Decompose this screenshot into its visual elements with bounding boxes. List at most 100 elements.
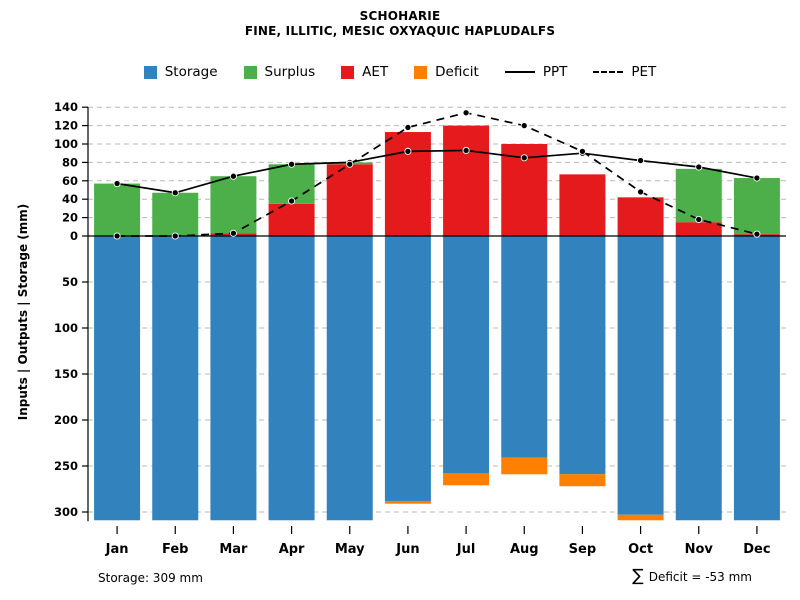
pet-point [171,232,179,240]
pet-point [404,123,412,131]
ppt-line [116,149,758,194]
ppt-point [171,189,179,197]
legend-label: Storage [164,64,218,80]
aet-bar [675,222,722,236]
aet-bar [384,132,431,236]
legend-label: PET [631,64,657,80]
aet-swatch [341,65,355,79]
aet-bar [326,164,373,236]
month-label: Jul [456,542,476,557]
deficit-swatch [414,65,428,79]
legend-item-ppt: PPT [504,64,568,80]
month-label: Feb [162,542,188,557]
y-tick-label: 100 [54,321,78,335]
month-label: Mar [219,542,248,557]
aet-bar [559,174,606,236]
surplus-bar [733,178,780,235]
legend: Storage Surplus AET Deficit PPT PET [0,64,800,80]
legend-label: AET [362,64,389,80]
storage-bar [268,236,315,521]
legend-label: Surplus [264,64,316,80]
month-label: Jan [105,542,129,557]
y-tick-label: 50 [62,275,78,289]
month-label: Aug [510,542,539,557]
pet-point [637,188,645,196]
deficit-bar [617,514,664,521]
y-tick-label: 60 [62,174,78,188]
storage-bar [326,236,373,521]
pet-point [520,122,528,130]
month-label: Apr [279,542,305,557]
deficit-note: ∑ Deficit = -53 mm [632,568,752,585]
y-tick-label: 120 [54,119,78,133]
ppt-point [288,160,296,168]
month-label: Nov [685,542,714,557]
pet-point [346,160,354,168]
y-tick-label: 100 [54,137,78,151]
y-tick-label: 200 [54,413,78,427]
legend-item-pet: PET [593,64,656,80]
pet-point [462,109,470,117]
deficit-bar [384,500,431,504]
pet-point [229,229,237,237]
ppt-point [753,174,761,182]
legend-item-deficit: Deficit [414,64,479,80]
y-tick-label: 40 [62,192,78,206]
month-label: Sep [569,542,597,557]
pet-point [695,215,703,223]
plot-area: 0 20 40 60 80 100 120 140 50 100 150 200 250 300 Jan Fe… [54,100,786,557]
ppt-line-sample [504,71,535,73]
storage-bar [94,236,141,521]
legend-label: Deficit [435,64,479,80]
deficit-text: Deficit = -53 mm [648,569,752,584]
legend-label: PPT [542,64,568,80]
storage-bar [675,236,722,521]
surplus-bar [94,183,141,236]
month-label: May [335,542,365,557]
y-tick-label: 0 [70,229,78,243]
month-label: Dec [743,542,770,557]
storage-bar [210,236,257,521]
storage-bar [152,236,199,521]
pet-line [117,111,758,237]
y-tick-label: 250 [54,459,78,473]
sigma-symbol: ∑ [632,566,644,586]
aet-bar [617,197,664,236]
pet-point [578,147,586,155]
y-tick-label: 80 [62,155,78,169]
aet-bar [268,203,315,236]
surplus-bar [675,168,722,223]
storage-bar [501,236,548,458]
pet-point [113,232,121,240]
ppt-point [637,157,645,165]
pet-point [288,197,296,205]
aet-bar [443,125,490,236]
y-tick-label: 20 [62,211,78,225]
deficit-bar [559,474,606,487]
page-title: SCHOHARIE [359,9,441,23]
storage-bar [443,236,490,474]
storage-note: Storage: 309 mm [98,571,203,585]
ppt-point [695,163,703,171]
storage-bar [733,236,780,521]
storage-bar [617,236,664,515]
legend-item-surplus: Surplus [243,64,316,80]
storage-bar [384,236,431,501]
deficit-bar [443,473,490,486]
surplus-bar [152,192,199,236]
y-tick-label: 140 [54,100,78,114]
storage-bar [559,236,606,475]
legend-item-aet: AET [341,64,388,80]
ppt-point [404,147,412,155]
ppt-point [520,154,528,162]
surplus-bar [210,176,257,234]
page-subtitle: FINE, ILLITIC, MESIC OXYAQUIC HAPLUDALFS [244,24,556,38]
month-label: Jun [395,542,419,557]
y-tick-label: 150 [54,367,78,381]
surplus-bar [268,164,315,204]
y-tick-label: 300 [54,505,78,519]
pet-line-sample [593,71,624,73]
deficit-bar [501,457,548,475]
storage-swatch [143,65,157,79]
